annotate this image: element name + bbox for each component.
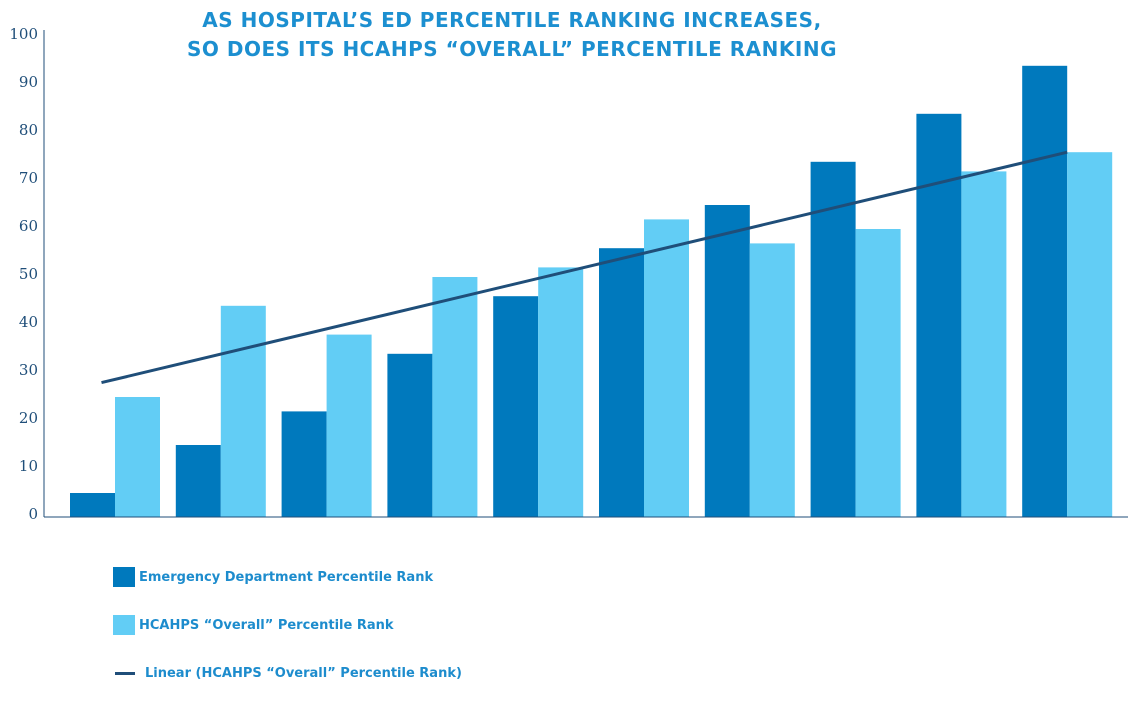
chart: AS HOSPITAL’S ED PERCENTILE RANKING INCR… [9, 8, 1128, 523]
y-tick-label: 0 [28, 505, 38, 523]
legend-label-linear: Linear (HCAHPS “Overall” Percentile Rank… [145, 665, 462, 681]
y-tick-label: 80 [19, 121, 38, 139]
y-tick-label: 40 [19, 313, 38, 331]
y-tick-label: 90 [19, 73, 38, 91]
legend: Emergency Department Percentile Rank HCA… [113, 566, 462, 710]
bar-ed [810, 161, 856, 518]
bars [70, 65, 1113, 518]
bar-hcahps [326, 334, 372, 517]
y-tick-label: 100 [9, 25, 38, 43]
trendline-group [101, 150, 1068, 385]
bar-hcahps [1067, 152, 1113, 517]
bar-ed [916, 113, 962, 518]
legend-item-ed: Emergency Department Percentile Rank [113, 566, 462, 588]
bar-ed [599, 248, 644, 517]
y-tick-label: 20 [19, 409, 38, 427]
y-tick-label: 30 [19, 361, 38, 379]
bar-hcahps [855, 229, 901, 517]
bar-hcahps [644, 219, 689, 517]
chart-title-line-2: SO DOES ITS HCAHPS “OVERALL” PERCENTILE … [187, 37, 837, 61]
legend-item-linear: Linear (HCAHPS “Overall” Percentile Rank… [113, 662, 462, 684]
legend-label-hcahps: HCAHPS “Overall” Percentile Rank [139, 617, 394, 633]
bar-hcahps [961, 171, 1007, 517]
y-axis: 0 10 20 30 40 50 60 70 80 90 100 [9, 25, 38, 523]
y-tick-label: 70 [19, 169, 38, 187]
trendline [101, 150, 1068, 385]
legend-swatch-linear [115, 671, 135, 675]
bar-hcahps [538, 267, 584, 517]
bar-hcahps [115, 397, 160, 517]
bar-hcahps [749, 243, 795, 517]
legend-swatch-ed [113, 567, 135, 587]
chart-title-line-1: AS HOSPITAL’S ED PERCENTILE RANKING INCR… [202, 8, 821, 32]
legend-item-hcahps: HCAHPS “Overall” Percentile Rank [113, 614, 462, 636]
legend-swatch-hcahps [113, 615, 135, 635]
bar-ed [493, 296, 539, 517]
bar-hcahps [432, 277, 478, 517]
bar-ed [1022, 65, 1068, 518]
y-tick-label: 60 [19, 217, 38, 235]
legend-label-ed: Emergency Department Percentile Rank [139, 569, 434, 585]
bar-ed [387, 353, 433, 517]
bar-ed [704, 205, 750, 517]
bar-ed [175, 445, 221, 517]
y-tick-label: 50 [19, 265, 38, 283]
y-tick-label: 10 [19, 457, 38, 475]
bar-hcahps [220, 305, 266, 517]
bar-ed [70, 493, 115, 517]
bar-ed [281, 411, 327, 517]
